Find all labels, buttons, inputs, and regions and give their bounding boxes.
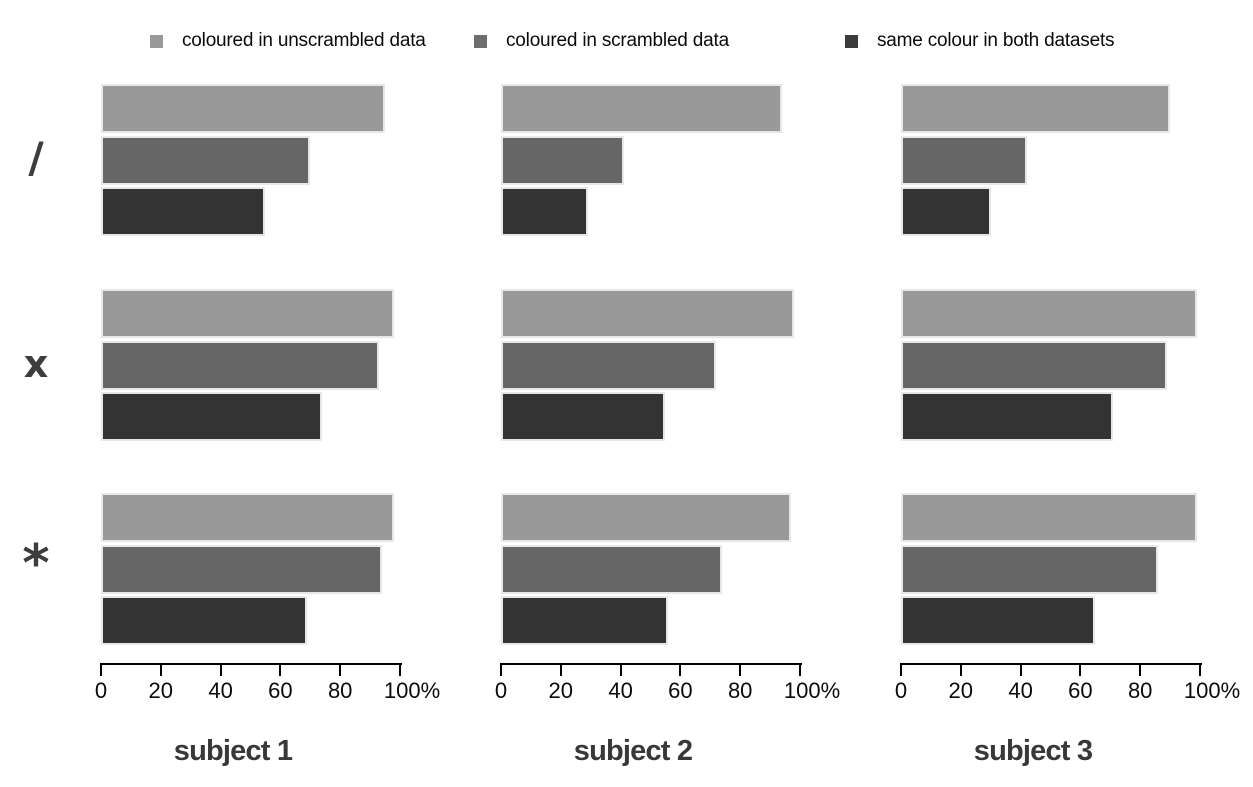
legend-swatch-same-colour-icon bbox=[845, 34, 858, 48]
row-label-x: x bbox=[23, 342, 49, 386]
bar-subject-2-row1-series0 bbox=[501, 289, 795, 338]
x-axis-tick-label: 60 bbox=[1068, 678, 1093, 703]
bar-subject-2-row0-series2 bbox=[501, 187, 588, 236]
bar-subject-2-row2-series1 bbox=[501, 544, 723, 594]
bar-subject-3-row0-series1 bbox=[901, 135, 1027, 185]
bar-subject-2-row1-series2 bbox=[501, 392, 666, 441]
x-axis-tick bbox=[1139, 663, 1142, 676]
x-axis-tick-label: 100% bbox=[383, 678, 441, 703]
bar-subject-3-row2-series1 bbox=[901, 544, 1159, 594]
bar-subject-3-row2-series2 bbox=[901, 596, 1096, 645]
x-axis-tick-label: 60 bbox=[268, 678, 293, 703]
x-axis-line bbox=[101, 663, 402, 665]
legend-item-unscrambled: coloured in unscrambled data bbox=[150, 30, 426, 51]
x-axis-tick-label: 100% bbox=[1183, 678, 1241, 703]
bar-subject-1-row0-series0 bbox=[101, 84, 386, 133]
x-axis-tick bbox=[559, 663, 562, 676]
bar-subject-2-row0-series1 bbox=[501, 135, 624, 185]
x-axis-tick-label: 0 bbox=[94, 678, 108, 703]
x-axis-tick bbox=[679, 663, 682, 676]
x-axis-tick-label: 40 bbox=[1008, 678, 1033, 703]
subject-label: subject 3 bbox=[973, 735, 1093, 767]
bar-subject-1-row0-series2 bbox=[101, 187, 266, 236]
x-axis-tick bbox=[619, 663, 622, 676]
x-axis-tick bbox=[279, 663, 282, 676]
bar-subject-1-row0-series1 bbox=[101, 135, 311, 185]
bar-subject-3-row1-series0 bbox=[901, 289, 1197, 338]
bar-subject-1-row2-series2 bbox=[101, 596, 308, 645]
bar-subject-1-row2-series0 bbox=[101, 493, 395, 542]
x-axis-tick bbox=[399, 663, 401, 676]
x-axis-tick bbox=[799, 663, 801, 676]
x-axis-tick bbox=[900, 663, 902, 676]
bar-subject-3-row0-series2 bbox=[901, 187, 991, 236]
bar-subject-3-row1-series2 bbox=[901, 392, 1114, 441]
subject-label: subject 1 bbox=[173, 735, 293, 767]
x-axis-line bbox=[501, 663, 802, 665]
bar-subject-2-row2-series0 bbox=[501, 493, 792, 542]
x-axis-tick bbox=[339, 663, 342, 676]
bar-subject-3-row0-series0 bbox=[901, 84, 1171, 133]
legend-label-unscrambled: coloured in unscrambled data bbox=[182, 30, 426, 51]
x-axis-tick bbox=[159, 663, 162, 676]
x-axis-tick bbox=[500, 663, 502, 676]
x-axis-tick bbox=[1199, 663, 1201, 676]
row-label-slash: / bbox=[28, 133, 44, 182]
bar-subject-3-row1-series1 bbox=[901, 340, 1168, 390]
x-axis-tick-label: 20 bbox=[948, 678, 974, 703]
x-axis-line bbox=[901, 663, 1202, 665]
legend-item-scrambled: coloured in scrambled data bbox=[474, 30, 729, 51]
legend-item-same-colour: same colour in both datasets bbox=[845, 30, 1115, 51]
x-axis-tick-label: 0 bbox=[494, 678, 508, 703]
x-axis-tick bbox=[739, 663, 742, 676]
subject-label: subject 2 bbox=[573, 735, 693, 767]
bar-subject-1-row2-series1 bbox=[101, 544, 383, 594]
x-axis-tick-label: 20 bbox=[148, 678, 174, 703]
x-axis-tick-label: 40 bbox=[608, 678, 633, 703]
x-axis-tick-label: 40 bbox=[208, 678, 233, 703]
x-axis-tick-label: 60 bbox=[668, 678, 693, 703]
bar-subject-1-row1-series1 bbox=[101, 340, 380, 390]
x-axis-tick-label: 0 bbox=[894, 678, 908, 703]
legend-label-same-colour: same colour in both datasets bbox=[877, 30, 1115, 51]
legend-swatch-unscrambled-icon bbox=[150, 34, 163, 48]
x-axis-tick-label: 80 bbox=[327, 678, 353, 703]
x-axis-tick bbox=[219, 663, 222, 676]
bar-subject-2-row0-series0 bbox=[501, 84, 783, 133]
x-axis-tick bbox=[959, 663, 962, 676]
row-label-asterisk: * bbox=[22, 534, 50, 594]
bar-subject-2-row1-series1 bbox=[501, 340, 717, 390]
x-axis-tick bbox=[1019, 663, 1022, 676]
x-axis-tick bbox=[1079, 663, 1082, 676]
bar-subject-1-row1-series0 bbox=[101, 289, 395, 338]
x-axis-tick-label: 100% bbox=[783, 678, 841, 703]
x-axis-tick-label: 80 bbox=[1127, 678, 1153, 703]
bar-subject-3-row2-series0 bbox=[901, 493, 1197, 542]
x-axis-tick-label: 80 bbox=[727, 678, 753, 703]
x-axis-tick-label: 20 bbox=[548, 678, 574, 703]
bar-subject-2-row2-series2 bbox=[501, 596, 669, 645]
legend-swatch-scrambled-icon bbox=[474, 34, 487, 48]
x-axis-tick bbox=[100, 663, 102, 676]
bar-subject-1-row1-series2 bbox=[101, 392, 323, 441]
legend-label-scrambled: coloured in scrambled data bbox=[506, 30, 729, 51]
